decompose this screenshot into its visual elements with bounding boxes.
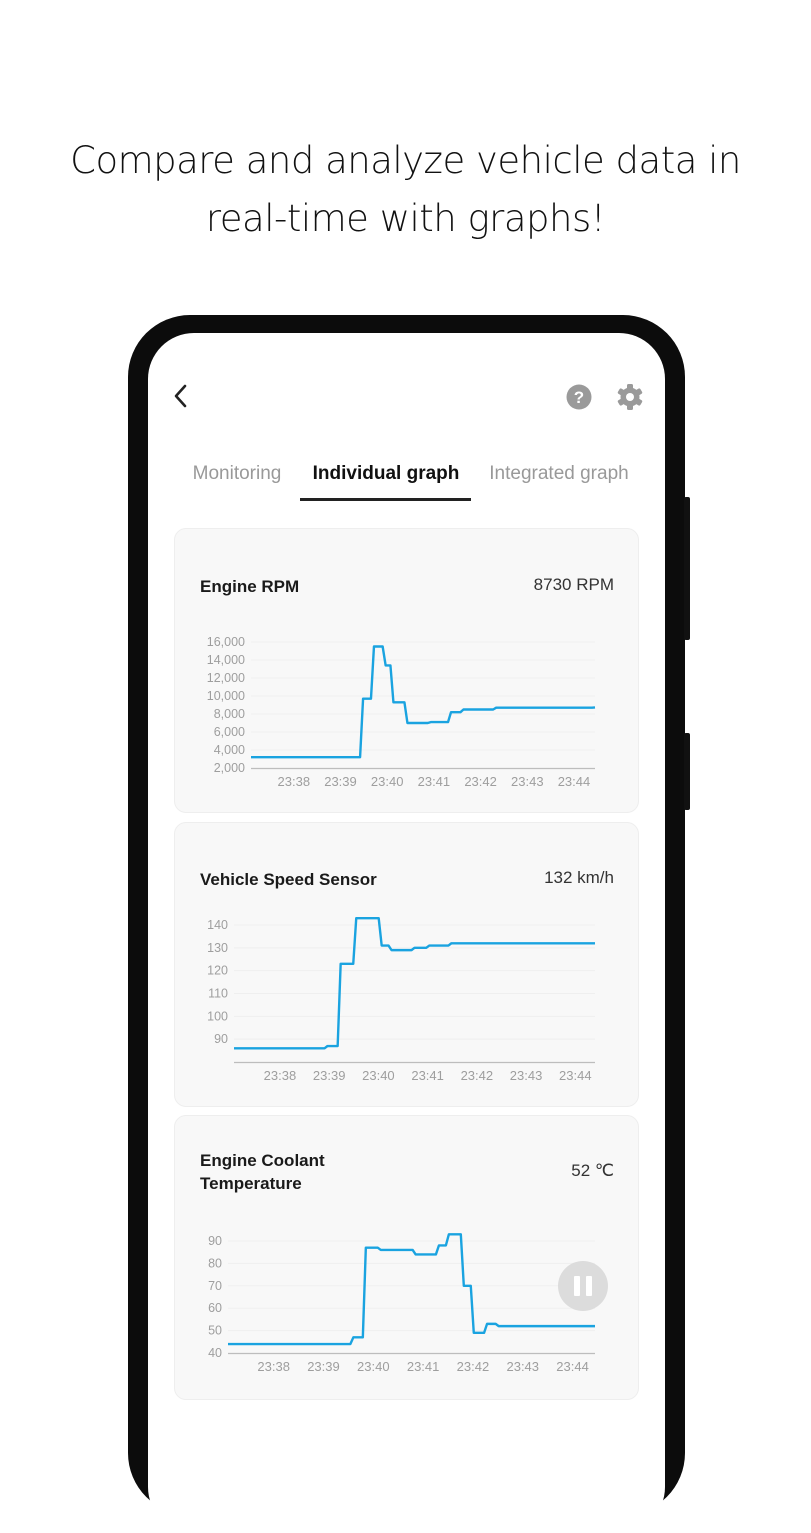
engine-rpm-chart: 2,000 4,000 6,000 8,000 10,000 12,000 14,000 16…: [175, 529, 638, 812]
y-tick-label: 110: [208, 987, 228, 1001]
series-line: [234, 918, 595, 1048]
tab-monitoring[interactable]: Monitoring: [193, 463, 282, 485]
gear-icon: [616, 383, 644, 411]
pause-icon: [586, 1276, 592, 1296]
x-tick-label: 23:40: [357, 1359, 390, 1374]
y-tick-label: 80: [208, 1256, 222, 1270]
back-button[interactable]: [170, 383, 194, 409]
y-tick-label: 14,000: [207, 653, 245, 667]
x-tick-label: 23:44: [556, 1359, 589, 1374]
y-tick-label: 2,000: [214, 761, 245, 775]
x-tick-label: 23:40: [371, 774, 404, 789]
x-tick-label: 23:44: [558, 774, 591, 789]
x-tick-label: 23:44: [559, 1068, 592, 1083]
phone-volume-button: [684, 497, 690, 640]
x-tick-label: 23:39: [324, 774, 357, 789]
y-tick-label: 120: [207, 964, 228, 978]
x-tick-label: 23:43: [511, 774, 544, 789]
headline-line-2: real-time with graphs!: [0, 190, 811, 248]
x-tick-label: 23:38: [257, 1359, 290, 1374]
x-tick-label: 23:43: [506, 1359, 539, 1374]
help-button[interactable]: ?: [566, 384, 592, 410]
pause-icon: [574, 1276, 580, 1296]
y-tick-label: 130: [207, 941, 228, 955]
x-tick-label: 23:43: [510, 1068, 543, 1083]
x-tick-label: 23:42: [461, 1068, 494, 1083]
promo-headline: Compare and analyze vehicle data in real…: [0, 132, 811, 248]
headline-line-1: Compare and analyze vehicle data in: [0, 132, 811, 190]
phone-power-button: [684, 733, 690, 810]
tab-individual-graph[interactable]: Individual graph: [313, 463, 460, 485]
y-tick-label: 16,000: [207, 635, 245, 649]
x-tick-label: 23:38: [278, 774, 311, 789]
y-tick-label: 90: [208, 1234, 222, 1248]
y-tick-label: 40: [208, 1346, 222, 1360]
y-tick-label: 60: [208, 1301, 222, 1315]
chevron-left-icon: [170, 383, 194, 409]
x-tick-label: 23:41: [411, 1068, 444, 1083]
series-line: [251, 647, 595, 758]
x-tick-label: 23:41: [418, 774, 451, 789]
tab-integrated-graph[interactable]: Integrated graph: [489, 463, 628, 485]
y-tick-label: 100: [207, 1009, 228, 1023]
x-tick-label: 23:39: [307, 1359, 340, 1374]
x-tick-label: 23:41: [407, 1359, 440, 1374]
y-tick-label: 140: [207, 918, 228, 932]
y-tick-label: 10,000: [207, 689, 245, 703]
settings-button[interactable]: [616, 383, 644, 411]
x-tick-label: 23:40: [362, 1068, 395, 1083]
vehicle-speed-chart: 90 100 110 120 130 140 23:38 23:39 23:40 23:41 23:…: [175, 823, 638, 1106]
x-tick-label: 23:42: [457, 1359, 490, 1374]
app-screen: ? Monitoring Individual graph Integrated…: [148, 333, 665, 1533]
y-tick-label: 90: [214, 1032, 228, 1046]
y-tick-label: 4,000: [214, 743, 245, 757]
svg-text:?: ?: [574, 388, 584, 407]
y-tick-label: 70: [208, 1279, 222, 1293]
series-line: [228, 1234, 595, 1344]
y-tick-label: 8,000: [214, 707, 245, 721]
y-tick-label: 50: [208, 1324, 222, 1338]
coolant-temp-chart: 40 50 60 70 80 90 23:38 23:39 23:40 23:41 23:42 23:…: [175, 1116, 638, 1399]
x-tick-label: 23:42: [464, 774, 497, 789]
active-tab-indicator: [300, 498, 471, 501]
x-tick-label: 23:38: [264, 1068, 297, 1083]
y-tick-label: 6,000: [214, 725, 245, 739]
x-tick-label: 23:39: [313, 1068, 346, 1083]
question-circle-icon: ?: [566, 384, 592, 410]
pause-button[interactable]: [558, 1261, 608, 1311]
y-tick-label: 12,000: [207, 671, 245, 685]
